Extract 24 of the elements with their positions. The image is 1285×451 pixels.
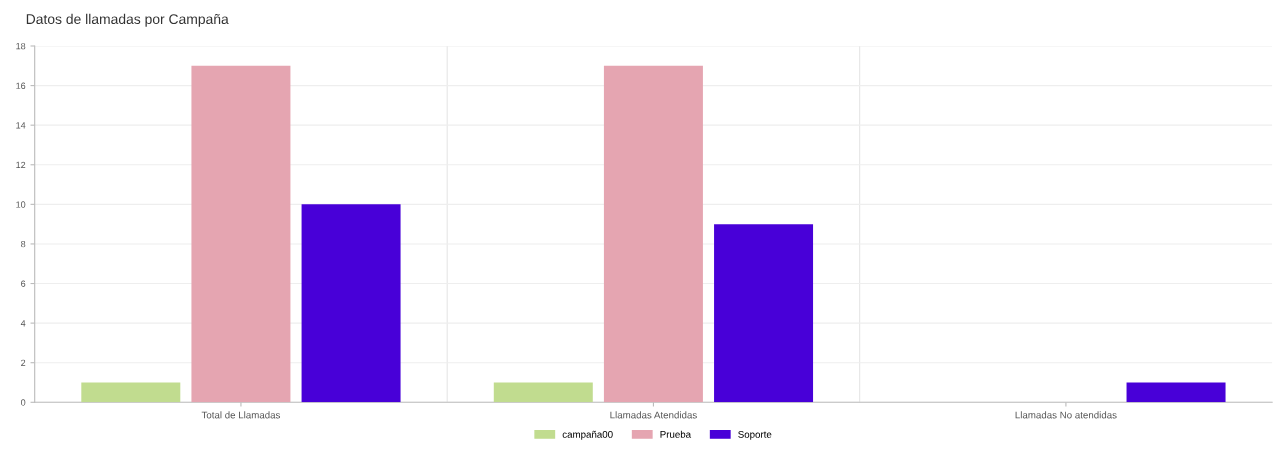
y-tick-label: 12: [16, 161, 26, 169]
y-tick-label: 16: [16, 82, 26, 89]
bar: [714, 224, 814, 403]
bar: [1126, 382, 1226, 403]
y-tick-label: 2: [21, 359, 26, 366]
legend-label: campaña00: [562, 430, 613, 440]
y-tick-label: 10: [16, 201, 26, 208]
y-tick-label: 6: [21, 280, 26, 287]
bar: [81, 382, 181, 403]
y-tick-label: 14: [16, 122, 26, 129]
y-tick-label: 4: [20, 320, 26, 327]
x-tick-label: Total de Llamadas: [201, 411, 281, 419]
bar: [301, 204, 401, 403]
y-tick-label: 8: [21, 240, 26, 248]
chart-title: Datos de llamadas por Campaña: [26, 13, 229, 27]
legend-label: Prueba: [660, 430, 692, 438]
bar: [603, 65, 703, 403]
legend-label: Soporte: [738, 430, 772, 440]
x-tick-label: Llamadas No atendidas: [1015, 411, 1117, 419]
y-tick-label: 18: [16, 42, 26, 50]
x-tick-label: Llamadas Atendidas: [610, 411, 697, 419]
bar: [191, 65, 291, 403]
y-tick-label: 0: [21, 399, 26, 406]
bar: [493, 382, 593, 403]
